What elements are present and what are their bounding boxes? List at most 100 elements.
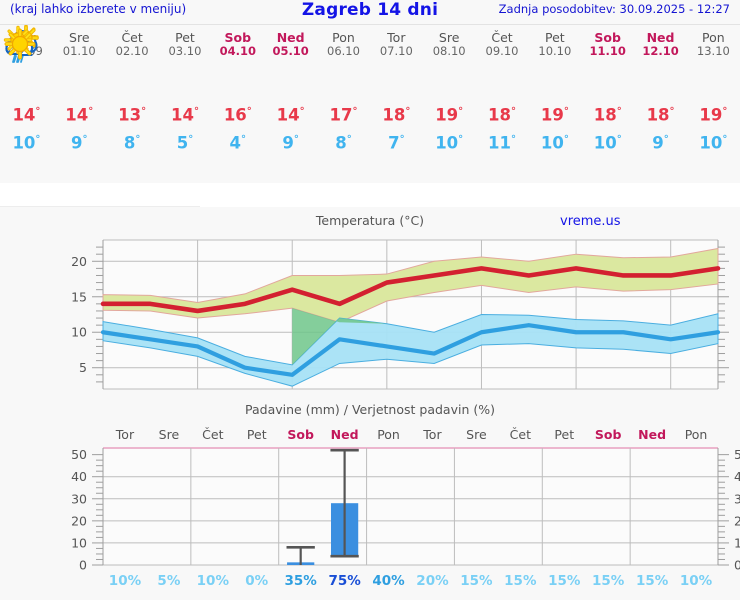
svg-text:Sob: Sob <box>595 427 622 442</box>
precipitation-chart: Padavine (mm) / Verjetnost padavin (%) T… <box>0 397 740 600</box>
svg-text:20: 20 <box>71 513 87 528</box>
svg-text:10%: 10% <box>197 573 230 589</box>
svg-text:15%: 15% <box>460 573 493 589</box>
svg-text:15%: 15% <box>548 573 581 589</box>
temperature-chart-title-text: Temperatura (°C) <box>315 213 425 228</box>
svg-text:40%: 40% <box>372 573 405 589</box>
day-name: Sob <box>594 30 621 45</box>
day-temp-max: 13° <box>118 105 147 125</box>
svg-text:10: 10 <box>71 325 87 340</box>
day-temp-min: 4° <box>229 133 247 152</box>
header-divider <box>0 24 740 25</box>
day-column[interactable]: Čet 09.10 18° 11° <box>4 25 529 155</box>
day-column[interactable]: Pet 03.10 14° 5° <box>4 25 212 155</box>
day-temp-min: 9° <box>652 133 669 152</box>
day-temp-min: 11° <box>488 133 516 152</box>
day-date: 09.10 <box>485 44 519 58</box>
svg-text:0: 0 <box>79 558 87 573</box>
day-date: 08.10 <box>432 44 466 58</box>
day-temp-min: 5° <box>176 133 194 152</box>
day-temp-max: 17° <box>329 105 358 125</box>
day-date: 13.10 <box>696 44 730 58</box>
day-temp-min: 10° <box>593 133 622 152</box>
day-column[interactable]: Čet 02.10 13° 8° <box>5 25 159 155</box>
svg-text:Pon: Pon <box>685 427 708 442</box>
day-name: Ned <box>646 30 675 45</box>
day-date: 10.10 <box>538 44 572 58</box>
day-temp-max: 14° <box>65 105 94 125</box>
day-column[interactable]: Sre 01.10 14° 9° <box>5 25 106 155</box>
svg-text:40: 40 <box>734 469 740 484</box>
day-column[interactable]: Pon 13.10 19° 10° <box>4 25 740 155</box>
day-temp-min: 8° <box>335 133 352 152</box>
svg-text:10: 10 <box>734 535 740 550</box>
svg-text:0%: 0% <box>245 573 268 589</box>
day-date: 02.10 <box>115 44 149 58</box>
day-name: Pet <box>545 30 565 45</box>
day-temp-max: 14° <box>12 105 41 125</box>
svg-text:15: 15 <box>71 289 87 304</box>
day-name: Pon <box>702 30 725 45</box>
day-name: Ned <box>276 30 305 45</box>
day-temp-min: 10° <box>699 133 728 152</box>
day-temp-max: 19° <box>435 105 464 125</box>
day-date: 04.10 <box>219 44 256 58</box>
day-name: Tor <box>387 30 406 45</box>
cloudy-icon <box>0 32 53 100</box>
sunny-icon <box>4 28 634 100</box>
day-temp-max: 18° <box>382 105 411 125</box>
section-gap <box>0 183 740 207</box>
svg-text:75%: 75% <box>328 573 361 589</box>
svg-text:10%: 10% <box>680 573 713 589</box>
day-date: 01.10 <box>62 44 96 58</box>
svg-text:Ned: Ned <box>331 427 359 442</box>
location-hint: (kraj lahko izberete v meniju) <box>10 2 187 16</box>
section-gap-rule <box>0 206 200 207</box>
day-name: Sob <box>224 30 252 45</box>
precipitation-chart-title: Padavine (mm) / Verjetnost padavin (%) <box>245 402 495 417</box>
day-temp-max: 18° <box>593 105 622 125</box>
day-column[interactable]: Pet 10.10 19° 10° <box>4 25 581 155</box>
day-date: 12.10 <box>642 44 679 58</box>
svg-text:5%: 5% <box>157 573 180 589</box>
sunny-icon <box>4 28 740 100</box>
day-column[interactable]: Sob 11.10 18° 10° <box>4 25 634 155</box>
partly-sunny-icon <box>5 25 106 100</box>
svg-text:15%: 15% <box>636 573 669 589</box>
day-date: 11.10 <box>589 44 626 58</box>
temperature-plot: 5 10 15 20 vreme.us <box>71 214 729 390</box>
svg-text:Sob: Sob <box>287 427 314 442</box>
svg-text:35%: 35% <box>285 573 318 589</box>
svg-text:20: 20 <box>71 254 87 269</box>
svg-text:Pon: Pon <box>377 427 400 442</box>
day-column[interactable]: Sre 08.10 19° 10° <box>4 25 476 155</box>
day-temp-max: 18° <box>646 105 675 125</box>
day-temp-max: 19° <box>699 105 728 125</box>
day-date: 06.10 <box>327 44 360 58</box>
svg-text:10: 10 <box>71 535 87 550</box>
svg-text:30: 30 <box>71 491 87 506</box>
day-column[interactable]: Tor 07.10 18° 7° <box>3 25 423 155</box>
last-update-label: Zadnja posodobitev: 30.09.2025 - 12:27 <box>498 2 730 16</box>
day-column[interactable]: Ned 12.10 18° 9° <box>4 25 687 155</box>
day-column[interactable]: Sob 04.10 16° 4° <box>7 25 264 155</box>
sunny-icon <box>4 28 581 100</box>
svg-text:50: 50 <box>71 447 87 462</box>
day-name: Čet <box>491 30 513 45</box>
svg-text:15%: 15% <box>592 573 625 589</box>
svg-text:0: 0 <box>734 558 740 573</box>
temperature-chart: Temperatura (°C) 5 10 15 20 vreme.us <box>0 207 740 397</box>
page-title: Zagreb 14 dni <box>301 0 439 20</box>
svg-text:Tor: Tor <box>115 427 135 442</box>
day-name: Pet <box>175 30 195 45</box>
rain-cloudy-icon <box>7 29 264 100</box>
day-column[interactable]: Ned 05.10 14° 9° <box>5 25 317 155</box>
sun-small-cloud-icon <box>3 25 423 100</box>
day-temp-min: 8° <box>123 133 141 152</box>
day-column[interactable]: Pon 06.10 17° 8° <box>5 25 370 155</box>
day-temp-max: 14° <box>170 105 199 125</box>
day-name: Sre <box>69 30 90 45</box>
